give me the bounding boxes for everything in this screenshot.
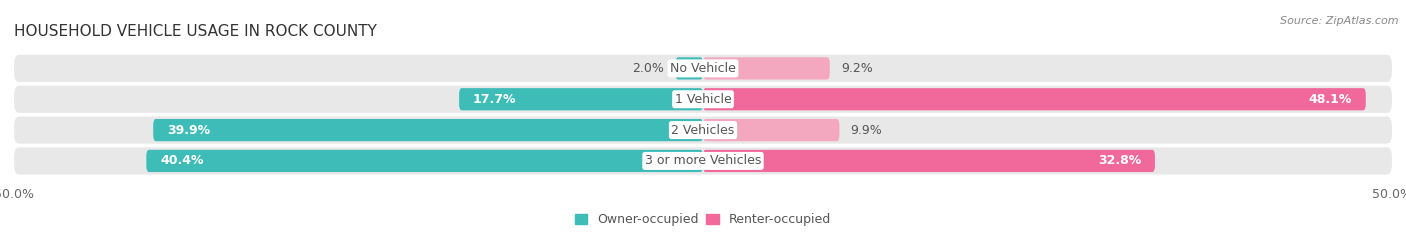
Text: 9.9%: 9.9%: [851, 124, 882, 137]
Legend: Owner-occupied, Renter-occupied: Owner-occupied, Renter-occupied: [575, 213, 831, 226]
Text: 1 Vehicle: 1 Vehicle: [675, 93, 731, 106]
FancyBboxPatch shape: [14, 147, 1392, 175]
Text: 40.4%: 40.4%: [160, 154, 204, 168]
FancyBboxPatch shape: [14, 86, 1392, 113]
FancyBboxPatch shape: [14, 55, 1392, 82]
FancyBboxPatch shape: [703, 57, 830, 80]
FancyBboxPatch shape: [153, 119, 703, 141]
Text: 9.2%: 9.2%: [841, 62, 873, 75]
FancyBboxPatch shape: [703, 150, 1154, 172]
Text: 2 Vehicles: 2 Vehicles: [672, 124, 734, 137]
FancyBboxPatch shape: [675, 57, 703, 80]
Text: HOUSEHOLD VEHICLE USAGE IN ROCK COUNTY: HOUSEHOLD VEHICLE USAGE IN ROCK COUNTY: [14, 24, 377, 39]
Text: 48.1%: 48.1%: [1309, 93, 1353, 106]
Text: 17.7%: 17.7%: [472, 93, 516, 106]
Text: 3 or more Vehicles: 3 or more Vehicles: [645, 154, 761, 168]
Text: No Vehicle: No Vehicle: [671, 62, 735, 75]
FancyBboxPatch shape: [703, 119, 839, 141]
Text: 39.9%: 39.9%: [167, 124, 209, 137]
FancyBboxPatch shape: [460, 88, 703, 110]
Text: Source: ZipAtlas.com: Source: ZipAtlas.com: [1281, 16, 1399, 26]
Text: 32.8%: 32.8%: [1098, 154, 1142, 168]
FancyBboxPatch shape: [703, 88, 1365, 110]
Text: 2.0%: 2.0%: [633, 62, 665, 75]
FancyBboxPatch shape: [14, 117, 1392, 144]
FancyBboxPatch shape: [146, 150, 703, 172]
